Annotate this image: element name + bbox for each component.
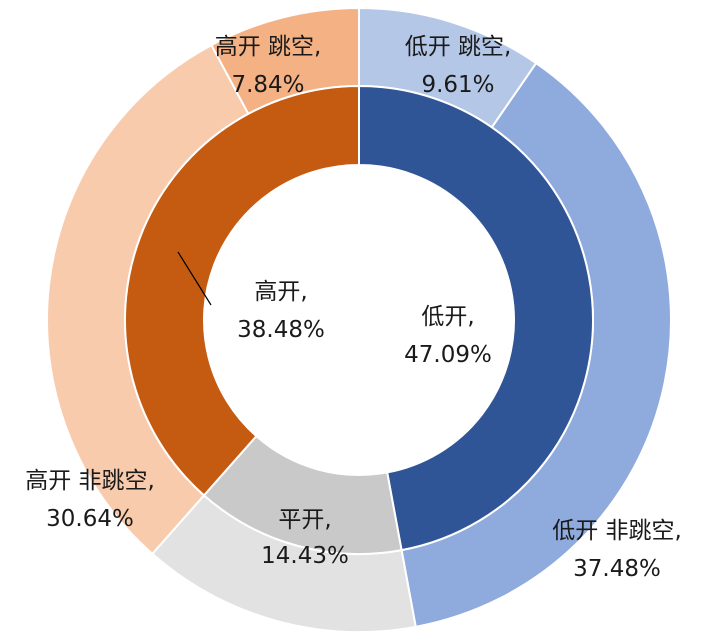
- inner-label-flat-open-value: 14.43%: [261, 543, 349, 569]
- outer-label-high-open-no-gap-value: 30.64%: [46, 506, 134, 532]
- outer-ring: [46, 6, 672, 633]
- inner-label-low-open-value: 47.09%: [404, 342, 492, 368]
- inner-slice-high-open: [124, 84, 360, 497]
- inner-label-low-open-name: 低开,: [421, 304, 474, 330]
- slice-labels: 低开 跳空, 9.61% 低开 非跳空, 37.48% 高开 非跳空, 30.64% 高开 …: [25, 34, 682, 582]
- outer-label-low-open-no-gap-name: 低开 非跳空,: [552, 518, 682, 544]
- inner-label-flat-open-name: 平开,: [278, 507, 331, 533]
- outer-label-low-open-gap-value: 9.61%: [421, 72, 494, 98]
- inner-label-leader-line: [177, 251, 212, 306]
- outer-label-high-open-no-gap-name: 高开 非跳空,: [25, 468, 155, 494]
- inner-label-high-open-name: 高开,: [254, 279, 307, 305]
- outer-label-high-open-gap-name: 高开 跳空,: [215, 34, 322, 60]
- outer-label-low-open-gap-name: 低开 跳空,: [405, 34, 512, 60]
- inner-slice-low-open: [358, 84, 594, 552]
- outer-label-low-open-no-gap-value: 37.48%: [573, 556, 661, 582]
- inner-label-high-open-value: 38.48%: [237, 317, 325, 343]
- outer-label-high-open-gap-value: 7.84%: [231, 72, 304, 98]
- inner-ring: [124, 84, 594, 555]
